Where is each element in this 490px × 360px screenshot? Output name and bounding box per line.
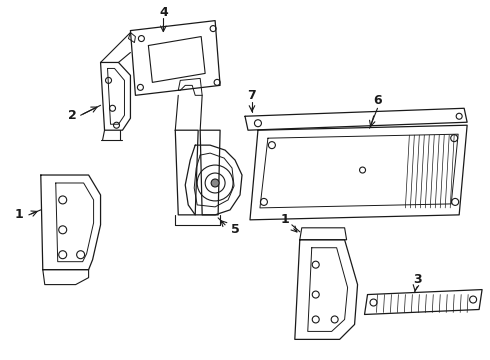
Polygon shape bbox=[260, 134, 458, 208]
Polygon shape bbox=[43, 270, 89, 285]
Circle shape bbox=[211, 179, 219, 187]
Polygon shape bbox=[128, 32, 135, 42]
Text: 7: 7 bbox=[247, 89, 256, 102]
Polygon shape bbox=[185, 145, 242, 215]
Polygon shape bbox=[308, 248, 347, 332]
Polygon shape bbox=[245, 108, 467, 130]
Polygon shape bbox=[100, 62, 130, 130]
Polygon shape bbox=[175, 130, 198, 215]
Text: 4: 4 bbox=[159, 6, 168, 19]
Text: 5: 5 bbox=[231, 223, 240, 236]
Text: 6: 6 bbox=[373, 94, 382, 107]
Polygon shape bbox=[107, 68, 124, 124]
Text: 1: 1 bbox=[15, 208, 23, 221]
Polygon shape bbox=[41, 175, 100, 270]
Polygon shape bbox=[178, 78, 202, 95]
Polygon shape bbox=[250, 125, 467, 220]
Polygon shape bbox=[194, 153, 234, 207]
Text: 2: 2 bbox=[68, 109, 77, 122]
Polygon shape bbox=[130, 21, 220, 95]
Polygon shape bbox=[200, 130, 220, 215]
Polygon shape bbox=[148, 37, 205, 82]
Polygon shape bbox=[365, 289, 482, 315]
Polygon shape bbox=[56, 183, 94, 262]
Text: 1: 1 bbox=[280, 213, 289, 226]
Polygon shape bbox=[295, 240, 358, 339]
Polygon shape bbox=[300, 228, 346, 240]
Text: 3: 3 bbox=[413, 273, 422, 286]
